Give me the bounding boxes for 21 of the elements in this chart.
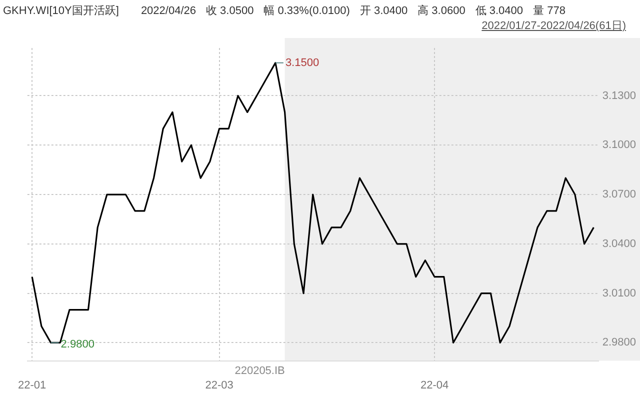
y-tick-label: 3.0700 (602, 188, 636, 201)
y-tick-label: 3.0400 (602, 238, 636, 250)
chart-title: GKHY.WI[10Y国开活跃] (3, 5, 119, 17)
text: 收 3.0500 (206, 5, 254, 17)
text: 高 3.0600 (418, 5, 466, 17)
text: 低 3.0400 (475, 5, 524, 17)
text: 量 778 (533, 5, 566, 17)
y-tick-label: 2.9800 (602, 336, 636, 349)
text: 220205.IB (234, 364, 285, 377)
text: 2022/04/26 (140, 5, 196, 17)
y-tick-label: 3.1300 (602, 90, 636, 102)
y-tick-label: 3.0100 (602, 287, 636, 300)
y-tick-label: 3.1000 (602, 139, 636, 152)
x-tick-label: 22-01 (18, 379, 46, 392)
text: 幅 0.33%(0.0100) (264, 5, 350, 17)
chart-subtitle: 2022/01/27-2022/04/26(61日) (482, 19, 626, 33)
x-tick-label: 22-03 (205, 379, 234, 392)
annotation: 3.1500 (285, 56, 320, 69)
text: 开 3.0400 (360, 5, 408, 17)
annotation: 2.9800 (60, 338, 94, 351)
x-tick-label: 22-04 (420, 379, 449, 392)
